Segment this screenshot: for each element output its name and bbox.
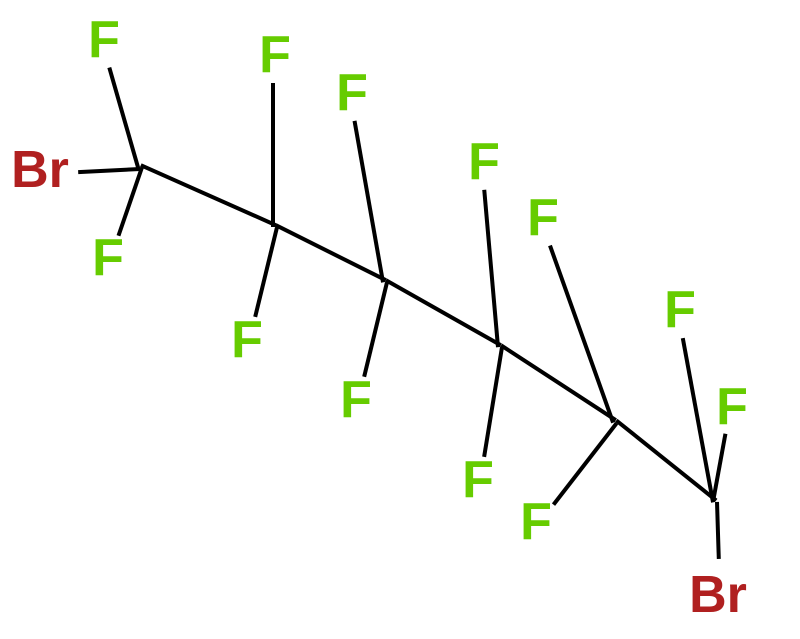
atom-br: Br (11, 144, 69, 196)
atom-f: F (88, 14, 120, 66)
atom-f: F (520, 496, 552, 548)
bond (482, 190, 500, 347)
atom-f: F (462, 454, 494, 506)
bond (552, 422, 618, 506)
bond (78, 167, 140, 174)
bond (482, 347, 504, 457)
bond (385, 279, 502, 347)
bond (253, 227, 279, 318)
atom-f: F (527, 192, 559, 244)
bond (275, 223, 387, 282)
bond (715, 502, 721, 559)
atom-f: F (664, 284, 696, 336)
bond (116, 167, 143, 237)
atom-f: F (231, 314, 263, 366)
atom-f: F (468, 136, 500, 188)
atom-f: F (716, 381, 748, 433)
bond (140, 163, 277, 227)
bond (271, 83, 275, 227)
atom-f: F (336, 67, 368, 119)
bond (353, 121, 385, 283)
atom-f: F (340, 374, 372, 426)
bond (711, 434, 727, 502)
bond (362, 282, 389, 378)
bond (107, 67, 140, 168)
atom-f: F (259, 29, 291, 81)
atom-f: F (92, 232, 124, 284)
atom-br: Br (689, 569, 747, 621)
